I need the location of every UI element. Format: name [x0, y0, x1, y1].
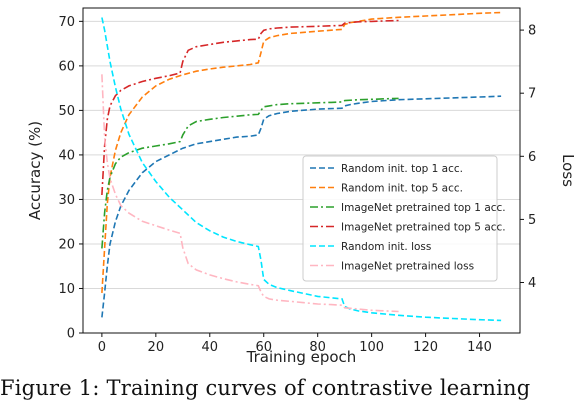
- y-tick-label: 10: [58, 282, 75, 297]
- y2-tick-label: 8: [528, 24, 536, 39]
- y2-tick-label: 6: [528, 150, 536, 165]
- x-tick-label: 120: [413, 340, 438, 355]
- y2-tick-label: 5: [528, 213, 536, 228]
- x-tick-label: 80: [309, 340, 326, 355]
- y-axis-label: Accuracy (%): [26, 121, 44, 220]
- legend: Random init. top 1 acc. Random init. top …: [302, 155, 506, 282]
- legend-box: [302, 155, 498, 282]
- x-axis-ticks: 0 20 40 60 80 100 120 140: [98, 333, 492, 355]
- legend-label: Random init. top 1 acc.: [341, 163, 463, 175]
- y-tick-label: 30: [58, 193, 75, 208]
- figure-caption: Figure 1: Training curves of contrastive…: [0, 376, 531, 400]
- x-axis-label: Training epoch: [246, 348, 357, 366]
- series-line-3: [101, 97, 399, 249]
- series-line-1: [101, 95, 502, 318]
- x-tick-label: 60: [255, 340, 272, 355]
- x-tick-label: 140: [467, 340, 492, 355]
- y-tick-label: 40: [58, 148, 75, 163]
- x-tick-label: 100: [359, 340, 384, 355]
- y-tick-label: 20: [58, 237, 75, 252]
- x-tick-label: 40: [202, 340, 219, 355]
- series-layer: [101, 11, 502, 322]
- legend-label: Random init. loss: [341, 241, 431, 253]
- series-line-2: [101, 11, 502, 293]
- y-tick-label: 0: [67, 327, 75, 342]
- x-tick-label: 0: [98, 340, 106, 355]
- y2-axis-label: Loss: [559, 154, 577, 187]
- legend-label: ImageNet pretrained top 5 acc.: [341, 222, 506, 234]
- plot-frame: [82, 7, 521, 334]
- y-tick-label: 60: [58, 59, 75, 74]
- y2-axis-ticks: 4 5 6 7 8: [520, 24, 536, 291]
- x-tick-label: 20: [148, 340, 165, 355]
- y-axis-ticks: 0 10 20 30 40 50 60 70: [58, 15, 83, 342]
- legend-label: Random init. top 5 acc.: [341, 183, 463, 195]
- series-line-4: [101, 19, 399, 196]
- y2-tick-label: 4: [528, 276, 536, 291]
- training-curves-chart: 0 20 40 60 80 100 120 140 0 10 20 30 40 50 60 70 4 5 6 7 8…: [26, 7, 577, 366]
- series-line-5: [101, 17, 502, 322]
- series-line-6: [101, 74, 399, 313]
- legend-label: ImageNet pretrained loss: [341, 261, 474, 273]
- y2-tick-label: 7: [528, 87, 536, 102]
- y-tick-label: 70: [58, 15, 75, 30]
- legend-label: ImageNet pretrained top 1 acc.: [341, 202, 506, 214]
- y-tick-label: 50: [58, 104, 75, 119]
